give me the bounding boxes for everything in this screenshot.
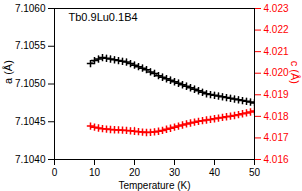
svg-text:Tb0.9Lu0.1B4: Tb0.9Lu0.1B4 [69, 11, 138, 23]
svg-text:4.020: 4.020 [264, 67, 289, 78]
svg-text:7.1060: 7.1060 [15, 3, 46, 14]
svg-text:40: 40 [209, 167, 221, 178]
svg-text:10: 10 [89, 167, 101, 178]
svg-text:4.022: 4.022 [264, 24, 289, 35]
svg-text:30: 30 [169, 167, 181, 178]
svg-text:4.017: 4.017 [264, 132, 289, 143]
svg-text:4.018: 4.018 [264, 111, 289, 122]
svg-text:7.1050: 7.1050 [15, 78, 46, 89]
svg-text:c (Å): c (Å) [289, 61, 301, 84]
svg-text:7.1040: 7.1040 [15, 154, 46, 165]
svg-text:50: 50 [249, 167, 261, 178]
svg-text:a (Å): a (Å) [2, 60, 14, 84]
svg-text:4.021: 4.021 [264, 46, 289, 57]
svg-text:4.019: 4.019 [264, 89, 289, 100]
svg-text:4.023: 4.023 [264, 3, 289, 14]
svg-text:Temperature (K): Temperature (K) [118, 180, 190, 191]
svg-text:0: 0 [52, 167, 58, 178]
svg-text:20: 20 [129, 167, 141, 178]
svg-text:4.016: 4.016 [264, 154, 289, 165]
svg-text:7.1055: 7.1055 [15, 40, 46, 51]
svg-text:7.1045: 7.1045 [15, 116, 46, 127]
